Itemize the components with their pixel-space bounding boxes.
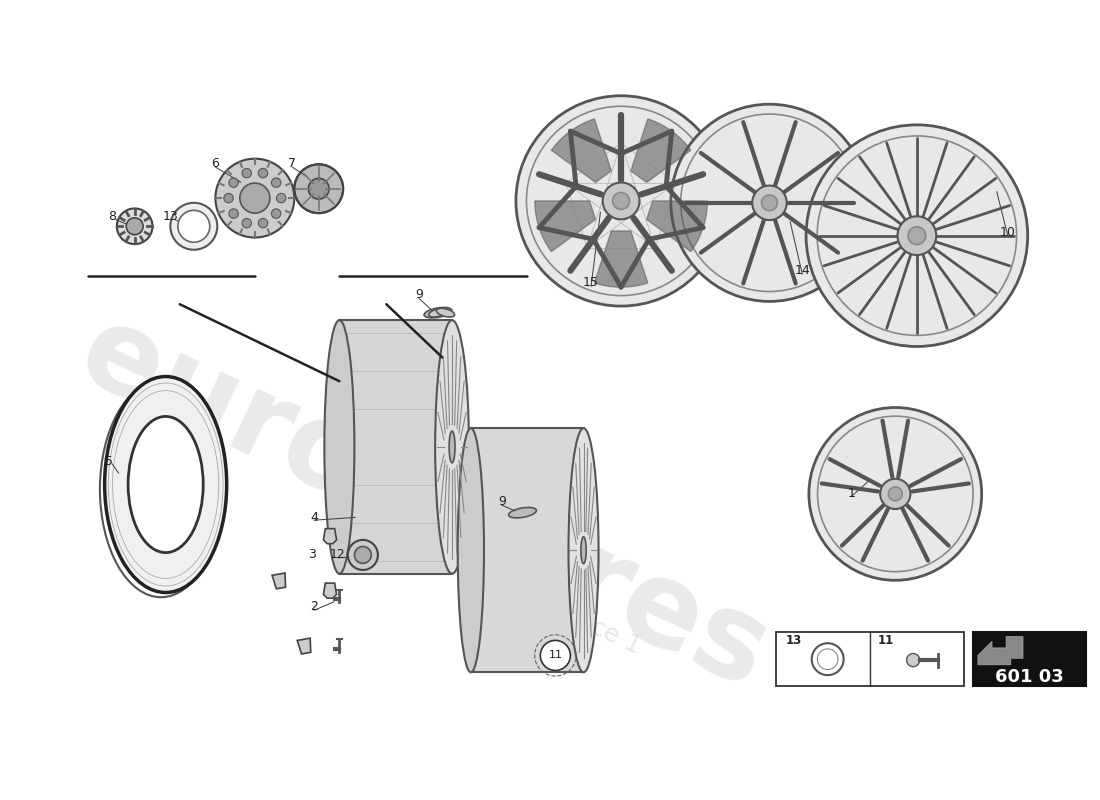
Text: 10: 10 bbox=[1000, 226, 1016, 239]
Circle shape bbox=[354, 546, 372, 563]
Circle shape bbox=[258, 169, 267, 178]
Circle shape bbox=[348, 540, 378, 570]
Circle shape bbox=[898, 216, 936, 255]
Polygon shape bbox=[551, 119, 612, 182]
Circle shape bbox=[908, 227, 926, 245]
Polygon shape bbox=[630, 119, 691, 182]
Circle shape bbox=[817, 136, 1016, 335]
Text: 9: 9 bbox=[416, 288, 424, 302]
Circle shape bbox=[906, 654, 920, 666]
Circle shape bbox=[242, 218, 252, 228]
Circle shape bbox=[817, 416, 974, 572]
Bar bbox=[471, 428, 583, 672]
Text: eurospares: eurospares bbox=[62, 294, 786, 713]
Text: 12: 12 bbox=[330, 549, 345, 562]
Circle shape bbox=[516, 96, 726, 306]
Circle shape bbox=[527, 106, 716, 295]
Circle shape bbox=[272, 209, 280, 218]
Circle shape bbox=[126, 218, 143, 234]
Circle shape bbox=[178, 210, 210, 242]
Circle shape bbox=[899, 218, 935, 254]
Ellipse shape bbox=[436, 320, 469, 574]
Ellipse shape bbox=[429, 308, 447, 317]
Circle shape bbox=[170, 203, 218, 250]
Text: 15: 15 bbox=[583, 276, 600, 289]
Text: 11: 11 bbox=[549, 650, 562, 661]
Ellipse shape bbox=[104, 377, 227, 593]
Polygon shape bbox=[272, 573, 286, 589]
Circle shape bbox=[272, 178, 280, 187]
Polygon shape bbox=[535, 201, 595, 252]
Circle shape bbox=[880, 478, 911, 509]
Circle shape bbox=[117, 209, 153, 244]
Text: 1: 1 bbox=[847, 487, 855, 501]
Ellipse shape bbox=[449, 431, 455, 462]
Bar bbox=[974, 632, 1086, 686]
Text: a passion for parts since 1: a passion for parts since 1 bbox=[334, 498, 645, 659]
Circle shape bbox=[671, 104, 868, 302]
Circle shape bbox=[295, 164, 343, 213]
Text: 11: 11 bbox=[878, 634, 893, 647]
Ellipse shape bbox=[437, 308, 454, 317]
Polygon shape bbox=[323, 583, 337, 598]
Circle shape bbox=[889, 487, 902, 501]
Text: 4: 4 bbox=[310, 511, 318, 524]
Bar bbox=[776, 632, 964, 686]
Text: 601 03: 601 03 bbox=[996, 668, 1064, 686]
Circle shape bbox=[806, 125, 1027, 346]
Ellipse shape bbox=[458, 428, 484, 672]
Text: 14: 14 bbox=[794, 264, 811, 277]
Circle shape bbox=[229, 209, 239, 218]
Circle shape bbox=[216, 158, 295, 238]
Circle shape bbox=[752, 186, 786, 220]
Circle shape bbox=[681, 114, 858, 291]
Circle shape bbox=[258, 218, 267, 228]
Circle shape bbox=[761, 195, 778, 210]
Text: 8: 8 bbox=[108, 210, 117, 223]
Text: 7: 7 bbox=[288, 157, 296, 170]
Circle shape bbox=[308, 178, 329, 199]
Polygon shape bbox=[594, 231, 648, 287]
Circle shape bbox=[224, 194, 233, 203]
Ellipse shape bbox=[324, 320, 354, 574]
Ellipse shape bbox=[569, 428, 598, 672]
Ellipse shape bbox=[581, 537, 586, 564]
Polygon shape bbox=[978, 637, 1023, 665]
Text: 13: 13 bbox=[163, 210, 178, 223]
Text: 9: 9 bbox=[498, 495, 506, 508]
Circle shape bbox=[613, 193, 629, 210]
Circle shape bbox=[276, 194, 286, 203]
Ellipse shape bbox=[128, 417, 204, 553]
Ellipse shape bbox=[425, 307, 452, 318]
Bar bbox=[340, 320, 452, 574]
Circle shape bbox=[240, 183, 270, 213]
Text: 13: 13 bbox=[785, 634, 802, 647]
Circle shape bbox=[808, 407, 981, 580]
Text: 5: 5 bbox=[106, 454, 113, 467]
Text: 2: 2 bbox=[310, 600, 318, 613]
Polygon shape bbox=[323, 529, 337, 544]
Polygon shape bbox=[297, 638, 311, 654]
Ellipse shape bbox=[508, 507, 537, 518]
Text: 6: 6 bbox=[211, 157, 219, 170]
Circle shape bbox=[242, 169, 252, 178]
Circle shape bbox=[603, 182, 639, 219]
Polygon shape bbox=[647, 201, 707, 252]
Text: 3: 3 bbox=[308, 549, 316, 562]
Circle shape bbox=[229, 178, 239, 187]
Circle shape bbox=[540, 640, 571, 670]
